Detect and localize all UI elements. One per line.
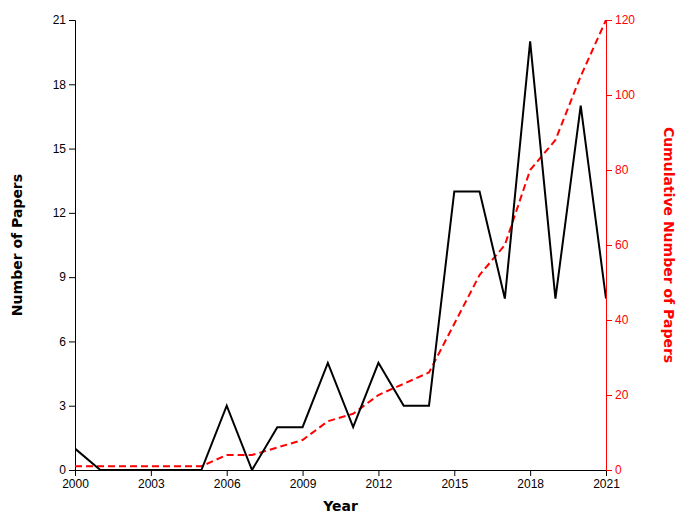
y-axis-tick-label: 18 — [53, 78, 67, 92]
y2-axis-tick-mark — [606, 170, 612, 171]
y2-axis-tick-mark — [606, 320, 612, 321]
y-axis-tick: 6 — [59, 335, 75, 349]
y-axis-tick-mark — [69, 470, 75, 471]
x-axis-tick-mark — [151, 470, 152, 476]
x-axis-line — [76, 471, 607, 477]
y2-axis-tick: 100 — [606, 88, 635, 102]
y-axis-title: Number of Papers — [9, 174, 25, 316]
y-axis: 0 3 6 9 12 15 18 21 — [53, 13, 76, 477]
x-axis-tick: 2003 — [138, 470, 165, 491]
y-axis-tick-mark — [69, 149, 75, 150]
plot-area — [75, 20, 606, 470]
y-axis-tick-mark — [69, 277, 75, 278]
y-axis-tick-label: 3 — [59, 399, 66, 413]
y2-axis-tick-mark — [606, 245, 612, 246]
x-axis-title: Year — [322, 498, 358, 514]
x-axis-tick-label: 2015 — [441, 477, 468, 491]
y2-axis-tick-label: 80 — [615, 163, 629, 177]
series-line — [75, 41, 606, 470]
x-axis-tick: 2000 — [62, 470, 89, 491]
chart: 2000200320062009201220152018202103691215… — [0, 0, 686, 525]
x-axis-tick-label: 2006 — [214, 477, 241, 491]
x-axis-tick-label: 2009 — [290, 477, 317, 491]
y-axis-tick-mark — [69, 341, 75, 342]
y2-axis-tick-label: 120 — [615, 13, 635, 27]
x-axis-tick-label: 2021 — [593, 477, 620, 491]
x-axis-tick: 2018 — [517, 470, 544, 491]
y-axis-tick: 9 — [59, 270, 75, 284]
y-axis-tick-mark — [69, 406, 75, 407]
x-axis-tick-label: 2000 — [62, 477, 89, 491]
x-axis-tick: 2012 — [366, 470, 393, 491]
y2-axis-tick: 80 — [606, 163, 629, 177]
y2-axis-tick: 0 — [606, 463, 622, 477]
y2-axis-tick-mark — [606, 20, 612, 21]
x-axis-tick-mark — [227, 470, 228, 476]
y-axis-tick-label: 12 — [53, 206, 67, 220]
y2-axis-tick-label: 20 — [615, 388, 629, 402]
y-axis-tick: 12 — [53, 206, 75, 220]
y2-axis-title: Cumulative Number of Papers — [661, 127, 677, 363]
y2-axis-tick-label: 60 — [615, 238, 629, 252]
y2-axis-tick: 120 — [606, 13, 635, 27]
y2-axis-line — [607, 21, 613, 471]
y-axis-tick: 0 — [59, 463, 75, 477]
y2-axis-tick-label: 40 — [615, 313, 629, 327]
y-axis-tick: 18 — [53, 78, 75, 92]
y-axis-tick: 3 — [59, 399, 75, 413]
y2-axis-tick-mark — [606, 95, 612, 96]
y2-axis-tick: 40 — [606, 313, 629, 327]
y-axis-tick-mark — [69, 20, 75, 21]
y-axis-tick-label: 6 — [59, 335, 66, 349]
x-axis-tick-mark — [454, 470, 455, 476]
y2-axis-tick: 20 — [606, 388, 629, 402]
x-axis-tick-mark — [303, 470, 304, 476]
y2-axis-tick-mark — [606, 395, 612, 396]
y-axis-line — [69, 21, 76, 471]
y-axis-tick: 21 — [53, 13, 75, 27]
y2-axis: 0 20 40 60 80 100 120 — [606, 13, 635, 477]
x-axis-tick-label: 2012 — [366, 477, 393, 491]
chart-container: 2000200320062009201220152018202103691215… — [0, 0, 686, 525]
y-axis-tick-label: 15 — [53, 142, 67, 156]
y-axis-tick: 15 — [53, 142, 75, 156]
y2-axis-tick-label: 0 — [615, 463, 622, 477]
x-axis-tick: 2015 — [441, 470, 468, 491]
x-axis-tick: 2006 — [214, 470, 241, 491]
x-axis-tick: 2009 — [290, 470, 317, 491]
x-axis-tick-mark — [530, 470, 531, 476]
x-axis-tick-mark — [378, 470, 379, 476]
y-axis-tick-label: 0 — [59, 463, 66, 477]
y-axis-tick-mark — [69, 213, 75, 214]
y-axis-tick-label: 21 — [53, 13, 67, 27]
y-axis-tick-mark — [69, 84, 75, 85]
x-axis-tick-label: 2018 — [517, 477, 544, 491]
y2-axis-tick: 60 — [606, 238, 629, 252]
y-axis-tick-label: 9 — [59, 270, 66, 284]
x-axis-tick-label: 2003 — [138, 477, 165, 491]
y2-axis-tick-label: 100 — [615, 88, 635, 102]
y2-axis-tick-mark — [606, 470, 612, 471]
x-axis: 2000 2003 2006 2009 2012 2015 2018 2021 — [62, 470, 620, 491]
